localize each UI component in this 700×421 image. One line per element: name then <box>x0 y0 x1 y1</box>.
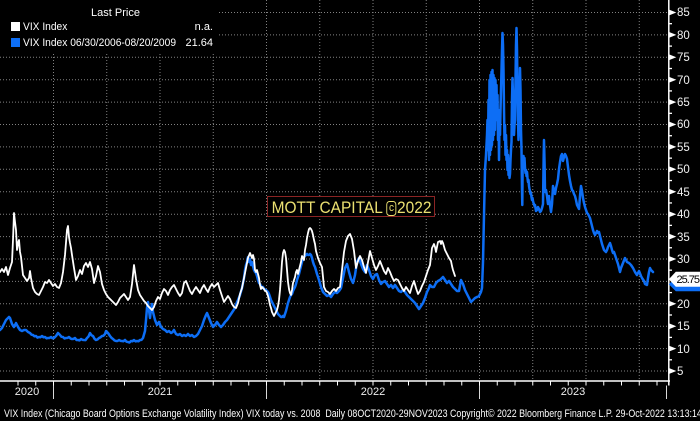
svg-text:25.75: 25.75 <box>677 274 700 286</box>
